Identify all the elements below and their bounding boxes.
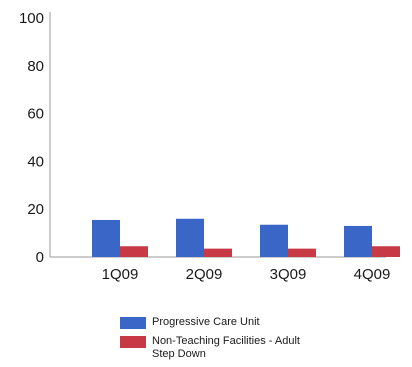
bar-4q09-series-0: [344, 225, 372, 257]
y-tick-label: 60: [27, 106, 44, 123]
bar-4q09-series-1: [372, 246, 400, 257]
bar-3q09-series-1: [288, 248, 316, 257]
y-tick-label: 100: [19, 10, 44, 27]
bar-3q09-series-0: [260, 224, 288, 257]
x-tick-label: 1Q09: [102, 266, 139, 283]
legend-swatch-non-teaching-facilities: [120, 336, 146, 348]
x-tick-label: 4Q09: [354, 266, 391, 283]
legend-swatch-progressive-care-unit: [120, 317, 146, 329]
bar-1q09-series-0: [92, 219, 120, 257]
y-tick-label: 80: [27, 58, 44, 75]
y-tick-label: 40: [27, 153, 44, 170]
chart-legend: Progressive Care Unit Non-Teaching Facil…: [120, 316, 340, 367]
y-tick-label: 0: [36, 249, 44, 266]
bar-2q09-series-0: [176, 218, 204, 257]
x-tick-label: 3Q09: [270, 266, 307, 283]
legend-item-progressive-care-unit: Progressive Care Unit: [120, 316, 340, 329]
bar-2q09-series-1: [204, 248, 232, 257]
x-tick-label: 2Q09: [186, 266, 223, 283]
legend-item-non-teaching-facilities: Non-Teaching Facilities - Adult Step Dow…: [120, 335, 340, 361]
legend-label-progressive-care-unit: Progressive Care Unit: [152, 316, 260, 328]
legend-label-non-teaching-facilities: Non-Teaching Facilities - Adult Step Dow…: [152, 335, 300, 360]
bar-1q09-series-1: [120, 246, 148, 257]
y-tick-label: 20: [27, 201, 44, 218]
